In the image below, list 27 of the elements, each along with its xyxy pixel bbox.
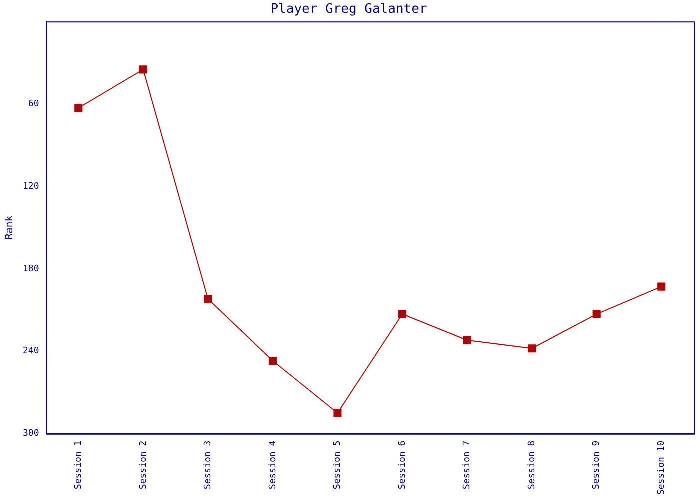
point <box>658 282 666 291</box>
x-tick-label: Session 7 <box>462 440 473 490</box>
x-tick-label: Session 2 <box>138 440 149 490</box>
y-axis-title: Rank <box>4 216 16 240</box>
y-tick-label: 180 <box>22 264 40 274</box>
point <box>334 409 342 418</box>
y-tick-label: 120 <box>22 182 40 192</box>
x-tick-label: Session 1 <box>74 440 84 490</box>
x-tick-label: Session 6 <box>398 440 408 490</box>
point <box>592 310 601 318</box>
y-tick-label: 240 <box>22 346 40 357</box>
x-tick-label: Session 8 <box>527 440 538 490</box>
x-tick-label: Session 4 <box>268 440 278 490</box>
y-tick-label: 300 <box>22 429 40 440</box>
point <box>74 104 83 112</box>
point <box>268 356 277 366</box>
point <box>398 310 407 318</box>
x-tick-label: Session 9 <box>592 440 602 490</box>
x-tick-label: Session 5 <box>333 440 344 490</box>
x-tick-label: Session 10 <box>656 440 667 496</box>
x-tick-label: Session 3 <box>204 440 214 490</box>
point <box>463 336 472 344</box>
point <box>528 344 536 353</box>
point <box>139 66 148 74</box>
y-tick-label: 60 <box>28 99 40 110</box>
point <box>204 295 212 304</box>
chart-title: Player Greg Galanter <box>270 2 428 18</box>
